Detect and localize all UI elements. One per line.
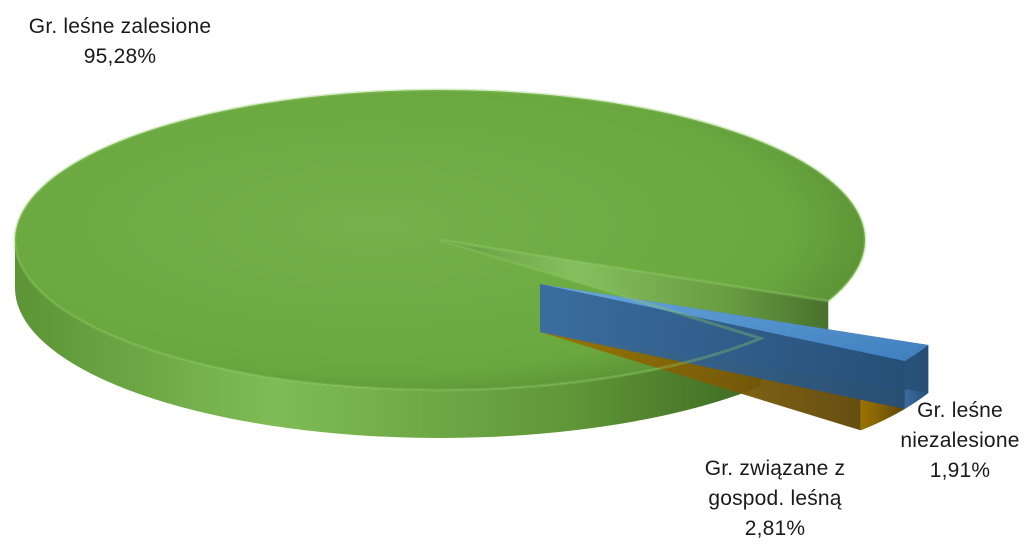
- slice-0-rim-highlight: [13, 88, 867, 392]
- label-gr-lesne-niezalesione: Gr. leśne niezalesione 1,91%: [890, 396, 1030, 486]
- slice-1-top: [540, 284, 929, 361]
- label-text: Gr. leśne: [917, 399, 1003, 422]
- slice-0-side: [15, 240, 761, 438]
- label-text: Gr. leśne zalesione: [28, 15, 212, 38]
- label-value: 95,28%: [83, 45, 157, 68]
- label-text: gospod. leśną: [708, 487, 842, 510]
- label-gr-lesne-zalesione: Gr. leśne zalesione 95,28%: [0, 12, 240, 72]
- label-gr-zwiazane-z-gospod-lesna: Gr. związane z gospod. leśną 2,81%: [670, 454, 880, 544]
- label-text: Gr. związane z: [704, 457, 846, 480]
- label-value: 2,81%: [744, 517, 806, 540]
- slice-1-cut-end: [540, 284, 905, 409]
- label-value: 1,91%: [929, 459, 991, 482]
- label-text: niezalesione: [900, 429, 1020, 452]
